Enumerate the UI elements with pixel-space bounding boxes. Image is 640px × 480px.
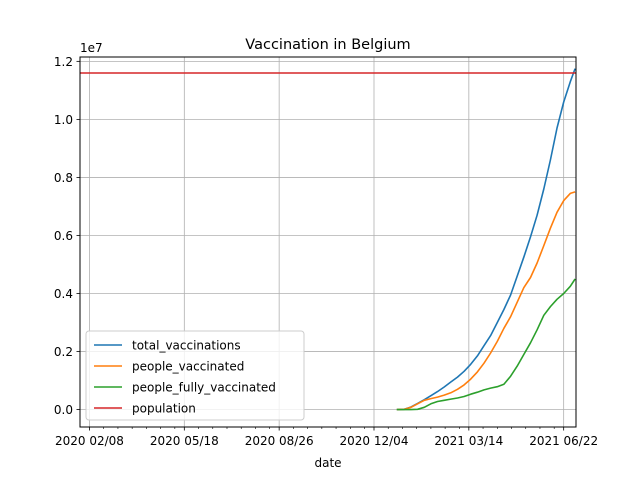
y-tick-label: 1.0 <box>54 113 73 127</box>
plot-frame <box>79 56 577 428</box>
legend-box <box>85 330 305 421</box>
series-line-people-fully-vaccinated <box>396 278 576 411</box>
x-tick-label: 2020 08/26 <box>245 434 314 448</box>
x-tick-label: 2021 03/14 <box>434 434 503 448</box>
series-line-total-vaccinations <box>396 68 576 411</box>
chart-title: Vaccination in Belgium <box>245 37 410 53</box>
y-tick-label: 0.0 <box>54 403 73 417</box>
legend-label-people-fully-vaccinated: people_fully_vaccinated <box>132 381 276 395</box>
y-tick-label: 0.8 <box>54 171 73 185</box>
x-tick-label: 2021 06/22 <box>529 434 598 448</box>
legend-label-population: population <box>132 402 196 416</box>
y-tick-label: 1.2 <box>54 55 73 69</box>
y-tick-label: 0.4 <box>54 287 73 301</box>
x-tick-label: 2020 12/04 <box>340 434 409 448</box>
legend-label-total-vaccinations: total_vaccinations <box>132 339 241 353</box>
y-tick-label: 0.2 <box>54 345 73 359</box>
y-offset-label: 1e7 <box>80 41 103 55</box>
x-axis-label: date <box>314 456 341 470</box>
axis-ticks: 2020 02/08 2020 05/18 2020 08/26 2020 12/04… <box>54 55 598 448</box>
legend: total_vaccinations people_vaccinatedpeopl… <box>85 330 305 421</box>
series-lines <box>80 68 576 411</box>
series-line-people-vaccinated <box>396 191 576 411</box>
x-tick-label: 2020 05/18 <box>150 434 219 448</box>
legend-label-people-vaccinated: people_vaccinated <box>132 360 244 374</box>
x-tick-label: 2020 02/08 <box>55 434 124 448</box>
y-tick-label: 0.6 <box>54 229 73 243</box>
